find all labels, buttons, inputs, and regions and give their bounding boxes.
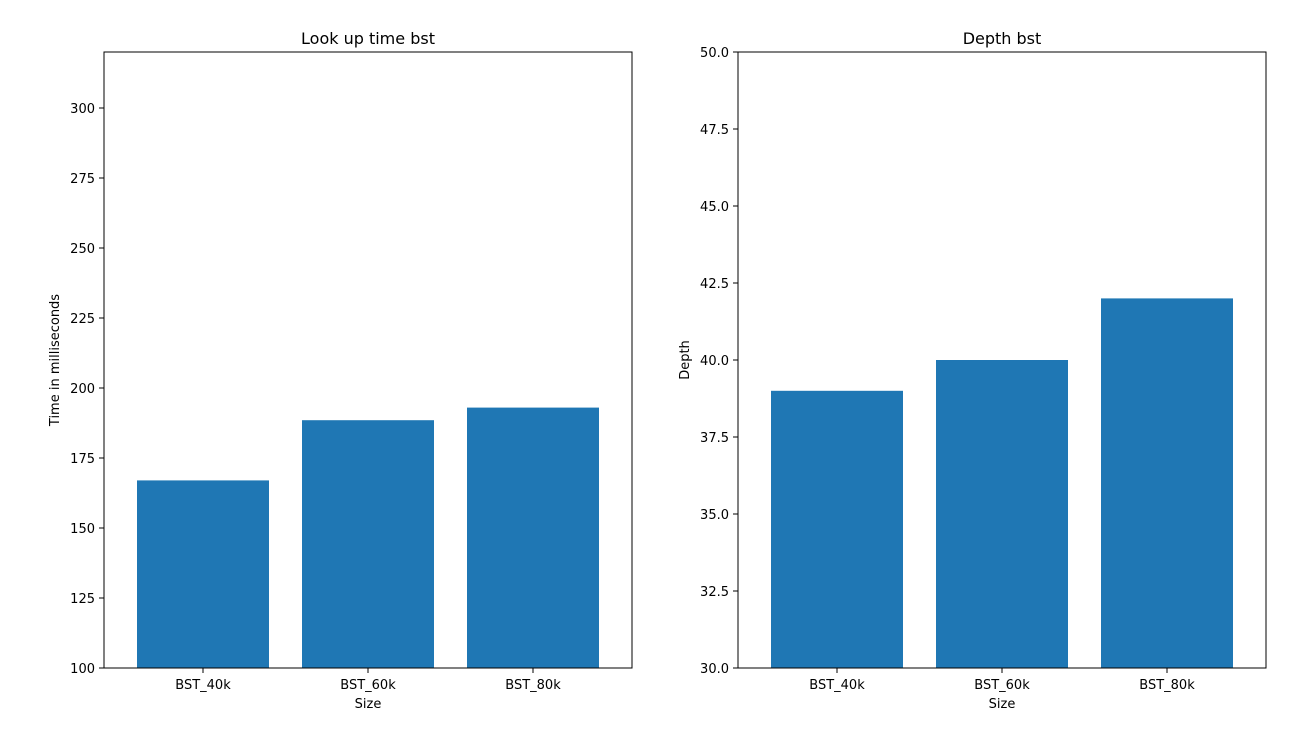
x-tick-label: BST_40k — [175, 678, 231, 693]
x-axis-label: Size — [989, 697, 1016, 712]
bars-group — [771, 298, 1233, 668]
y-tick-label: 50.0 — [700, 46, 729, 61]
y-tick-label: 150 — [70, 522, 95, 537]
bars-group — [137, 407, 599, 668]
y-tick-label: 40.0 — [700, 354, 729, 369]
bar-bst_60k — [936, 360, 1068, 668]
y-tick-label: 300 — [70, 102, 95, 117]
chart-title: Look up time bst — [301, 29, 435, 48]
y-tick-label: 35.0 — [700, 508, 729, 523]
y-ticks: 100 125 150 175 200 225 250 275 300 — [70, 102, 104, 677]
y-tick-label: 250 — [70, 242, 95, 257]
y-tick-label: 47.5 — [700, 123, 729, 138]
chart-lookup-time: Look up time bst 100 125 150 175 200 225 250 27… — [48, 29, 633, 712]
y-axis-label: Time in milliseconds — [48, 294, 63, 427]
bar-bst_60k — [302, 420, 434, 668]
y-tick-label: 37.5 — [700, 431, 729, 446]
y-tick-label: 100 — [70, 662, 95, 677]
x-tick-label: BST_40k — [809, 678, 865, 693]
y-tick-label: 275 — [70, 172, 95, 187]
y-axis-label: Depth — [678, 340, 693, 380]
y-tick-label: 42.5 — [700, 277, 729, 292]
x-ticks: BST_40k BST_60k BST_80k — [175, 668, 561, 693]
y-tick-label: 200 — [70, 382, 95, 397]
y-tick-label: 45.0 — [700, 200, 729, 215]
chart-depth: Depth bst 30.0 32.5 35.0 37.5 40.0 42.5 45.0 47… — [678, 29, 1267, 712]
bar-bst_40k — [771, 390, 903, 668]
chart-title: Depth bst — [963, 29, 1042, 48]
plot-frame — [737, 51, 1267, 669]
bar-bst_40k — [137, 480, 269, 668]
y-tick-label: 125 — [70, 592, 95, 607]
x-tick-label: BST_80k — [1139, 678, 1195, 693]
x-tick-label: BST_60k — [340, 678, 396, 693]
y-tick-label: 175 — [70, 452, 95, 467]
bar-bst_80k — [467, 407, 599, 668]
y-tick-label: 30.0 — [700, 662, 729, 677]
y-tick-label: 225 — [70, 312, 95, 327]
y-tick-label: 32.5 — [700, 585, 729, 600]
x-tick-label: BST_60k — [974, 678, 1030, 693]
x-tick-label: BST_80k — [505, 678, 561, 693]
x-ticks: BST_40k BST_60k BST_80k — [809, 668, 1195, 693]
plot-frame — [103, 51, 633, 669]
x-axis-label: Size — [355, 697, 382, 712]
y-ticks: 30.0 32.5 35.0 37.5 40.0 42.5 45.0 47.5 50.0 — [700, 46, 738, 677]
bar-bst_80k — [1101, 298, 1233, 668]
